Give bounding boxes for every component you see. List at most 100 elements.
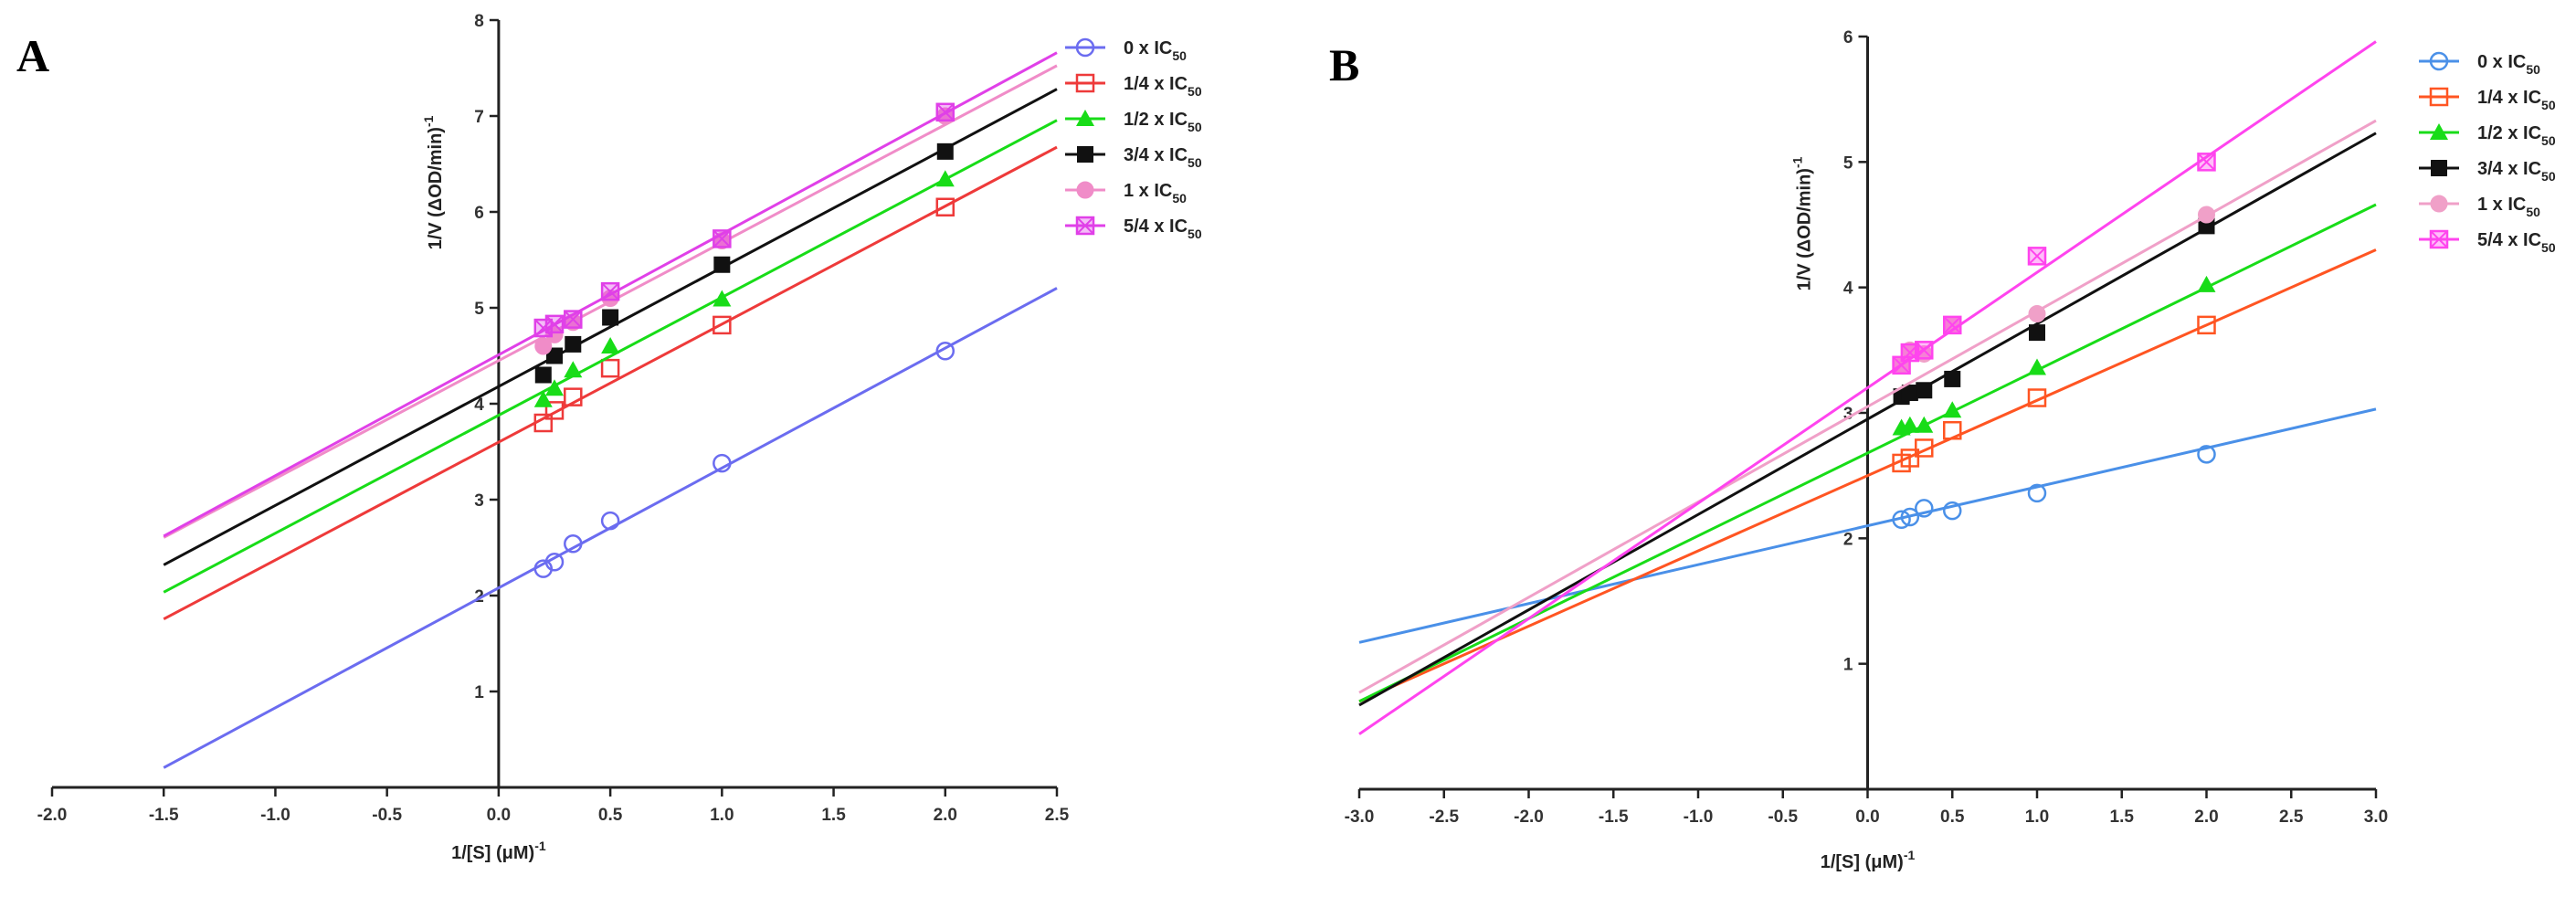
- legend-marker: [1076, 110, 1094, 126]
- y-tick-label: 5: [474, 300, 484, 319]
- data-point: [2027, 388, 2047, 407]
- data-point: [1915, 416, 1934, 433]
- y-tick-label: 4: [1843, 280, 1853, 299]
- x-tick-label: 2.5: [1045, 806, 1070, 825]
- y-tick-label: 2: [1843, 530, 1853, 549]
- x-tick-label: -2.0: [1514, 807, 1544, 827]
- data-point: [2029, 324, 2045, 342]
- data-point: [935, 170, 955, 187]
- x-tick-label: 3.0: [2364, 807, 2388, 827]
- data-point: [2028, 305, 2046, 323]
- x-tick-label: -2.5: [1429, 807, 1459, 827]
- legend-item: 0 x IC50: [2419, 51, 2540, 77]
- data-point: [2028, 358, 2046, 375]
- y-tick-label: 6: [474, 204, 484, 223]
- data-point: [935, 197, 955, 216]
- legend-item: 1/2 x IC50: [2419, 123, 2556, 148]
- legend-marker: [1075, 73, 1095, 93]
- data-point: [600, 281, 620, 301]
- series-1: [1358, 248, 2377, 703]
- x-tick-label: 0.0: [487, 806, 511, 825]
- data-point: [2027, 247, 2047, 266]
- x-axis-label: 1/[S] (μM)-1: [451, 839, 546, 863]
- data-point: [936, 142, 954, 160]
- legend-label: 1 x IC50: [2477, 195, 2540, 219]
- x-tick-label: -1.5: [1599, 807, 1629, 827]
- legend-item: 1 x IC50: [1065, 181, 1187, 206]
- legend-marker: [2431, 160, 2447, 176]
- x-tick-label: -0.5: [372, 806, 402, 825]
- panel-b: B -3.0 -2.5 -2.0 -1.5 -1.0 -0.5 0.0 0.5 1.0 1.5 2.0…: [1329, 28, 2556, 872]
- data-point: [713, 256, 731, 273]
- data-point: [1916, 382, 1933, 399]
- panel-label: B: [1329, 39, 1359, 90]
- data-point: [544, 401, 565, 420]
- data-point: [2197, 315, 2216, 335]
- data-point: [1943, 501, 1962, 521]
- legend-marker: [1077, 146, 1093, 163]
- data-point: [533, 390, 553, 407]
- x-tick-label: -1.0: [1684, 807, 1714, 827]
- x-tick-label: -3.0: [1345, 807, 1375, 827]
- data-point: [935, 342, 955, 361]
- legend-marker: [2430, 195, 2448, 213]
- legend-item: 1 x IC50: [2419, 195, 2540, 219]
- x-tick-label: 2.0: [2194, 807, 2218, 827]
- data-point: [602, 309, 619, 326]
- data-point: [1915, 499, 1934, 518]
- legend-label: 1/2 x IC50: [2477, 123, 2556, 148]
- series-1: [163, 145, 1058, 621]
- fit-line: [1358, 40, 2377, 735]
- fit-line: [163, 119, 1058, 594]
- data-point: [544, 553, 565, 572]
- legend-item: 5/4 x IC50: [2419, 229, 2556, 255]
- data-point: [1944, 370, 1961, 387]
- fit-line: [1358, 248, 2377, 703]
- x-tick-label: -2.0: [37, 806, 68, 825]
- data-point: [546, 347, 563, 364]
- data-point: [2197, 153, 2216, 172]
- x-tick-label: 0.5: [598, 806, 623, 825]
- x-tick-label: 0.0: [1855, 807, 1879, 827]
- fit-line: [163, 145, 1058, 621]
- data-point: [544, 314, 565, 334]
- data-point: [564, 361, 583, 378]
- legend-label: 1/4 x IC50: [2477, 88, 2556, 112]
- x-tick-label: 0.5: [1940, 807, 1965, 827]
- data-point: [2197, 445, 2216, 464]
- legend-marker: [2429, 51, 2449, 71]
- legend-item: 0 x IC50: [1065, 37, 1187, 63]
- x-tick-label: -1.0: [260, 806, 290, 825]
- series-2: [163, 119, 1058, 594]
- data-point: [565, 335, 582, 353]
- data-point: [534, 337, 553, 355]
- legend-item: 1/4 x IC50: [2419, 87, 2556, 112]
- data-point: [1915, 438, 1934, 458]
- legend: 0 x IC50 1/4 x IC50 1/2 x IC50 3/4 x IC50 1 …: [2419, 51, 2556, 255]
- legend-label: 1/4 x IC50: [1124, 74, 1202, 99]
- data-point: [564, 310, 583, 329]
- legend-item: 5/4 x IC50: [1065, 216, 1202, 241]
- data-point: [2198, 206, 2215, 224]
- fit-line: [163, 51, 1058, 538]
- data-point: [1900, 448, 1920, 468]
- y-axis-label: 1/V (ΔOD/min)-1: [1790, 156, 1815, 290]
- data-point: [1943, 401, 1962, 418]
- legend-label: 0 x IC50: [1124, 38, 1187, 63]
- y-axis-label: 1/V (ΔOD/min)-1: [421, 115, 446, 249]
- panel-a: A-2.0-1.5-1.0-0.50.00.51.01.52.02.512345…: [16, 12, 1202, 863]
- y-tick-label: 6: [1843, 28, 1853, 47]
- legend-marker: [1075, 37, 1095, 58]
- y-tick-label: 4: [474, 396, 484, 415]
- y-tick-label: 3: [1843, 405, 1853, 424]
- x-tick-label: 1.5: [2110, 807, 2135, 827]
- data-point: [713, 229, 732, 248]
- x-tick-label: -0.5: [1768, 807, 1798, 827]
- legend-item: 1/4 x IC50: [1065, 73, 1202, 99]
- data-point: [2027, 483, 2047, 503]
- legend-item: 3/4 x IC50: [1065, 145, 1202, 170]
- data-point: [1901, 385, 1918, 402]
- legend-item: 1/2 x IC50: [1065, 110, 1202, 134]
- y-tick-label: 8: [474, 12, 484, 31]
- series-4: [163, 64, 1058, 539]
